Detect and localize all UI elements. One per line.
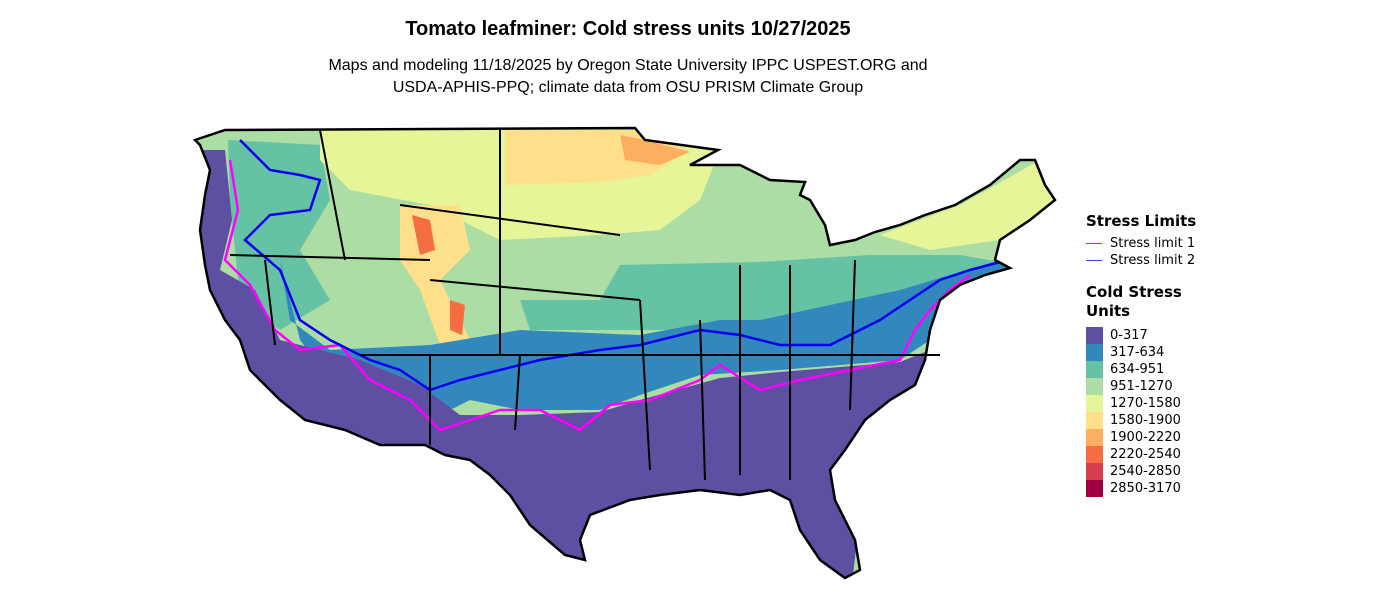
legend-label: Stress limit 1	[1110, 236, 1196, 251]
legend-item-csu: 2850-3170	[1086, 480, 1182, 497]
legend-item-csu: 634-951	[1086, 361, 1182, 378]
legend-color-swatch	[1086, 480, 1103, 497]
stress-limit-1-contour	[223, 159, 971, 432]
legend-label: 634-951	[1110, 362, 1165, 377]
stress-limit-2-contour	[239, 139, 1001, 392]
csu-legend-title-2: Units	[1086, 302, 1131, 320]
legend-label: 2220-2540	[1110, 447, 1181, 462]
zone-2220-2540	[412, 215, 435, 255]
legend-label: 1270-1580	[1110, 396, 1181, 411]
legend-item-csu: 1270-1580	[1086, 395, 1182, 412]
subtitle-line-2: USDA-APHIS-PPQ; climate data from OSU PR…	[392, 79, 864, 96]
legend-line-swatch	[1086, 243, 1102, 244]
zone-634-951-west	[228, 140, 330, 330]
legend-item-csu: 951-1270	[1086, 378, 1182, 395]
legend-color-swatch	[1086, 344, 1103, 361]
legend-item-csu: 317-634	[1086, 344, 1182, 361]
legend-item-csu: 2540-2850	[1086, 463, 1182, 480]
legend-color-swatch	[1086, 429, 1103, 446]
zone-2220-2540-co	[450, 300, 465, 335]
legend-label: 2850-3170	[1110, 481, 1181, 496]
map-subtitle: Maps and modeling 11/18/2025 by Oregon S…	[0, 55, 1256, 99]
legend-color-swatch	[1086, 378, 1103, 395]
subtitle-line-1: Maps and modeling 11/18/2025 by Oregon S…	[328, 57, 928, 74]
legend-item-csu: 1580-1900	[1086, 412, 1182, 429]
legend-label: 1580-1900	[1110, 413, 1181, 428]
legend-label: 317-634	[1110, 345, 1165, 360]
legend-item-stress-limit-2: Stress limit 2	[1086, 252, 1196, 269]
legend-label: 1900-2220	[1110, 430, 1181, 445]
legend-line-swatch	[1086, 260, 1102, 261]
legend-label: 0-317	[1110, 328, 1148, 343]
stress-legend-title: Stress Limits	[1086, 212, 1197, 230]
legend-color-swatch	[1086, 327, 1103, 344]
legend-label: Stress limit 2	[1110, 253, 1196, 268]
csu-legend-title-1: Cold Stress	[1086, 283, 1182, 301]
zone-1270-1580-ne	[880, 160, 1055, 250]
legend-item-csu: 0-317	[1086, 327, 1182, 344]
legend-color-swatch	[1086, 361, 1103, 378]
stress-limits-legend: Stress Limits Stress limit 1 Stress limi…	[1086, 212, 1196, 269]
cold-stress-units-legend: Cold Stress Units 0-317 317-634 634-951 951…	[1086, 283, 1182, 497]
legend-color-swatch	[1086, 412, 1103, 429]
legend-item-csu: 1900-2220	[1086, 429, 1182, 446]
zone-1900-2220	[620, 135, 690, 165]
legend-label: 2540-2850	[1110, 464, 1181, 479]
legend-item-csu: 2220-2540	[1086, 446, 1182, 463]
legend-color-swatch	[1086, 395, 1103, 412]
legend-label: 951-1270	[1110, 379, 1173, 394]
legend-color-swatch	[1086, 446, 1103, 463]
legend-color-swatch	[1086, 463, 1103, 480]
legend-item-stress-limit-1: Stress limit 1	[1086, 235, 1196, 252]
map-title: Tomato leafminer: Cold stress units 10/2…	[405, 18, 851, 40]
state-borders	[229, 129, 940, 481]
